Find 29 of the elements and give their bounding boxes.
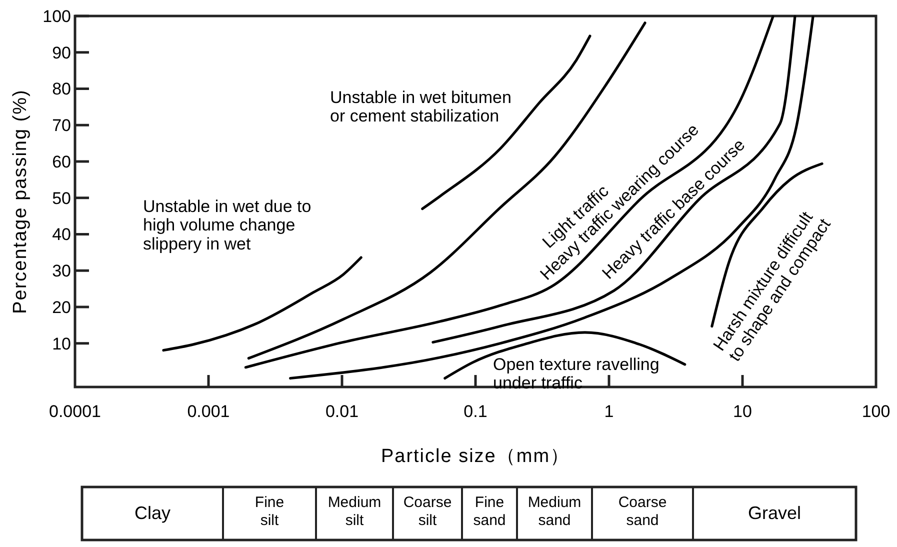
x-tick-label: 1 — [604, 402, 614, 421]
y-tick-label: 50 — [52, 188, 71, 208]
annotation: Unstable in wet due to high volume change slippery in wet — [143, 197, 312, 254]
y-tick-label: 20 — [52, 298, 71, 317]
y-tick-label: 90 — [52, 43, 71, 62]
text: Coarse sand — [618, 494, 667, 529]
text: Medium silt — [328, 494, 382, 529]
x-axis-title: Particle size（mm） — [380, 446, 570, 467]
text: Coarse silt — [403, 494, 452, 529]
y-tick-label: 70 — [52, 116, 71, 136]
x-tick-label: 100 — [862, 402, 890, 421]
text: Clay — [134, 503, 171, 523]
x-tick-label: 10 — [733, 402, 752, 421]
x-tick-label: 0.0001 — [49, 402, 101, 421]
text: Fine silt — [254, 494, 284, 529]
y-tick-label: 80 — [52, 80, 71, 99]
x-tick-label: 0.001 — [187, 402, 230, 421]
text: Fine sand — [473, 494, 506, 529]
y-axis-title: Percentage passing (%) — [10, 89, 31, 314]
x-tick-label: 0.1 — [464, 402, 488, 421]
y-tick-label: 100 — [42, 6, 71, 26]
x-tick-label: 0.01 — [325, 402, 359, 421]
annotation: Unstable in wet bitumen or cement stabilization — [330, 88, 512, 126]
y-tick-label: 10 — [52, 334, 71, 354]
y-tick-label: 60 — [52, 152, 71, 172]
y-tick-label: 40 — [52, 225, 71, 244]
text: Gravel — [748, 503, 802, 523]
text: Medium sand — [528, 494, 582, 529]
y-tick-label: 30 — [52, 262, 71, 281]
